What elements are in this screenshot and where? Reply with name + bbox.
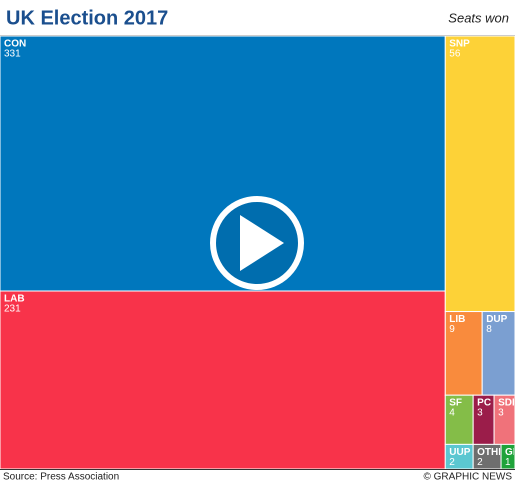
value-label: 231 <box>4 303 21 314</box>
cell-labels: SF4 <box>449 398 462 419</box>
value-label: 56 <box>449 48 461 59</box>
credit: © GRAPHIC NEWS <box>424 472 513 483</box>
value-label: 3 <box>498 408 504 419</box>
cell: GR1 <box>500 443 515 470</box>
value-label: 8 <box>486 324 492 335</box>
cell-label: SF <box>449 398 462 409</box>
cell-labels: PC3 <box>477 398 491 419</box>
cell-label: UUP <box>449 447 470 458</box>
cell-label: GR <box>505 447 515 458</box>
value-label: 2 <box>449 457 455 468</box>
value-label: 4 <box>449 408 455 419</box>
play-icon[interactable] <box>240 215 284 271</box>
cell: SF4 <box>444 394 474 445</box>
value-label: 3 <box>477 408 483 419</box>
cell-label: LAB <box>4 293 25 304</box>
cell-label: OTHE <box>477 447 505 458</box>
value-label: 1 <box>505 457 511 468</box>
cell-label: LIB <box>449 314 465 325</box>
cell-label: SDL <box>498 398 515 409</box>
play-button[interactable] <box>210 196 304 290</box>
cell-rect <box>444 311 483 396</box>
cell-label: CON <box>4 38 26 49</box>
value-label: 2 <box>477 457 483 468</box>
cell-labels: GR1 <box>505 447 515 468</box>
source: Source: Press Association <box>3 472 119 483</box>
chart-title: UK Election 2017 <box>6 7 168 29</box>
cell-rect <box>444 35 515 313</box>
cell-rect <box>0 35 446 292</box>
cell-label: DUP <box>486 314 507 325</box>
cell-labels: SDL3 <box>498 398 515 419</box>
cell: PC3 <box>472 394 495 445</box>
cell-label: SNP <box>449 38 470 49</box>
cell-rect <box>444 394 474 445</box>
cell-label: PC <box>477 398 491 409</box>
value-label: 9 <box>449 324 455 335</box>
chart-subtitle: Seats won <box>448 10 509 25</box>
treemap: CON331LAB231SNP56LIB9DUP8SF4PC3SDL3UUP2O… <box>0 35 515 470</box>
value-label: 331 <box>4 48 21 59</box>
cell: SDL3 <box>493 394 515 445</box>
cell-rect <box>0 290 446 470</box>
